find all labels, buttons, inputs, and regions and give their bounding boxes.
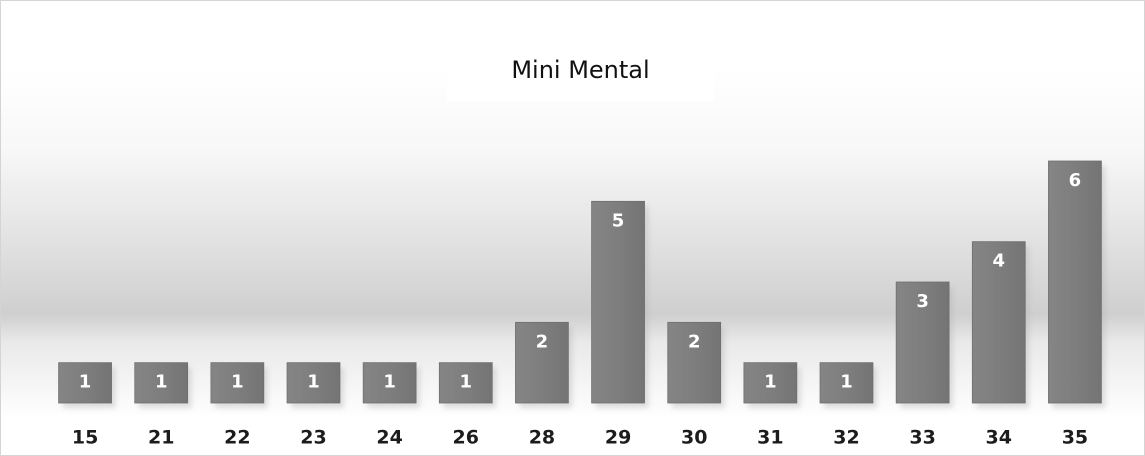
x-tick-label-30: 30: [681, 427, 707, 449]
value-label-31: 1: [764, 372, 777, 393]
value-label-26: 1: [460, 372, 473, 393]
bar-29: [591, 200, 645, 404]
bar-34: [971, 241, 1026, 404]
bar-31: [743, 362, 798, 404]
value-label-33: 3: [916, 291, 929, 312]
bar-15: [58, 362, 112, 404]
value-label-21: 1: [155, 372, 168, 393]
x-tick-label-24: 24: [376, 427, 402, 449]
value-label-30: 2: [688, 331, 701, 352]
x-tick-label-34: 34: [986, 427, 1012, 449]
bar-layer: [58, 160, 1102, 404]
x-tick-label-28: 28: [529, 427, 555, 449]
value-label-22: 1: [231, 372, 244, 393]
bar-35: [1048, 160, 1102, 404]
value-label-32: 1: [840, 372, 853, 393]
bar-21: [134, 362, 189, 404]
bar-22: [210, 362, 265, 404]
x-tick-label-23: 23: [300, 427, 326, 449]
title-background: [447, 39, 714, 101]
value-label-15: 1: [79, 372, 92, 393]
bar-23: [286, 362, 341, 404]
bar-26: [438, 362, 493, 404]
value-label-23: 1: [307, 372, 320, 393]
value-label-29: 5: [612, 210, 625, 231]
x-tick-label-32: 32: [833, 427, 859, 449]
bar-30: [667, 321, 722, 404]
x-tick-label-26: 26: [453, 427, 479, 449]
plot-background: [1, 69, 1144, 419]
x-tick-label-21: 21: [148, 427, 174, 449]
value-label-layer: 1 1 1 1 1 1 2 5 2 1 1 3 4 6: [79, 170, 1081, 393]
bar-24: [362, 362, 417, 404]
x-tick-label-15: 15: [72, 427, 98, 449]
x-tick-label-22: 22: [224, 427, 250, 449]
value-label-24: 1: [383, 372, 396, 393]
x-tick-label-31: 31: [757, 427, 783, 449]
bar-32: [819, 362, 874, 404]
chart-title: Mini Mental: [511, 56, 650, 84]
bar-33: [895, 281, 950, 404]
x-tick-label-35: 35: [1062, 427, 1088, 449]
value-label-28: 2: [536, 331, 549, 352]
x-tick-label-33: 33: [909, 427, 935, 449]
x-tick-label-29: 29: [605, 427, 631, 449]
value-label-35: 6: [1069, 170, 1082, 191]
x-tick-layer: 15 21 22 23 24 26 28 29 30 31 32 33 34 35: [72, 427, 1088, 449]
bar-28: [515, 321, 569, 404]
value-label-34: 4: [993, 251, 1006, 272]
